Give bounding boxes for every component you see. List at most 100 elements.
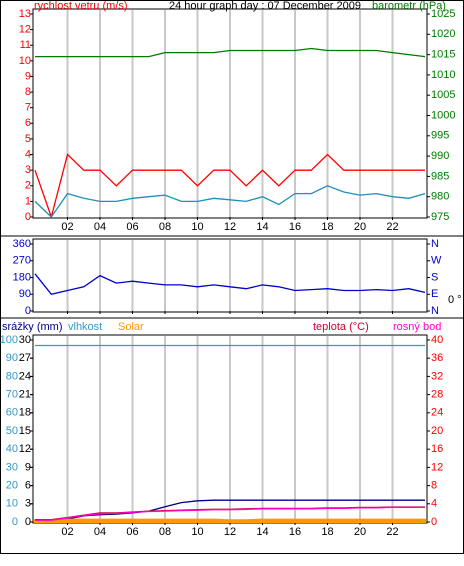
y-tick-label: 5 (25, 133, 31, 145)
x-tick-label: 02 (61, 221, 73, 233)
series-line (35, 47, 426, 58)
x-tick-label: 22 (386, 526, 398, 538)
y2-tick-label: 20 (431, 425, 443, 437)
y2-tick-label: 1010 (431, 69, 455, 81)
legend-label: vlhkost (68, 321, 102, 333)
y-tick-label: 10 (19, 55, 31, 67)
series-line (34, 185, 426, 218)
x-tick-label: 06 (126, 221, 138, 233)
series-line (35, 506, 425, 521)
x-tick-label: 06 (126, 526, 138, 538)
y2-tick-label: 975 (431, 211, 449, 223)
y-tick-label: 27 (19, 352, 31, 364)
y-tick-label: 9 (25, 70, 31, 82)
x-tick-label: 18 (321, 526, 333, 538)
y-tick-label: 6 (25, 480, 31, 492)
y2-tick-label: 36 (431, 352, 443, 364)
y3-tick-label: 80 (6, 370, 18, 382)
legend-label: srážky (mm) (2, 321, 63, 333)
y-tick-label: 4 (25, 148, 31, 160)
y2-tick-label: 980 (431, 191, 449, 203)
series-line (34, 153, 425, 220)
x-tick-label: 10 (191, 526, 203, 538)
y-tick-label: 15 (19, 425, 31, 437)
y3-tick-label: 30 (6, 461, 18, 473)
y2-tick-label: N (431, 238, 439, 250)
x-tick-label: 22 (386, 221, 398, 233)
area (34, 518, 426, 523)
y-tick-label: 18 (19, 407, 31, 419)
y2-tick-label: 0 (431, 516, 437, 528)
x-tick-label: 14 (256, 221, 268, 233)
y-tick-label: 12 (19, 443, 31, 455)
x-tick-label: 20 (354, 221, 366, 233)
series-line (35, 499, 425, 523)
y2-tick-label: S (431, 271, 438, 283)
legend-label: teplota (°C) (313, 321, 369, 333)
x-tick-label: 16 (289, 526, 301, 538)
y-tick-label: 3 (25, 164, 31, 176)
y-tick-label: 30 (19, 334, 31, 346)
y2-tick-label: W (431, 255, 442, 267)
y-tick-label: 180 (13, 271, 31, 283)
y3-tick-label: 10 (6, 498, 18, 510)
x-tick-label: 12 (224, 221, 236, 233)
y-tick-label: 8 (25, 86, 31, 98)
y3-tick-label: 50 (6, 425, 18, 437)
y-tick-label: 21 (19, 389, 31, 401)
y2-tick-label: 995 (431, 130, 449, 142)
y2-tick-label: 1005 (431, 89, 455, 101)
y2-tick-label: 32 (431, 370, 443, 382)
legend-label: rosný bod (393, 321, 441, 333)
y-tick-label: 3 (25, 498, 31, 510)
x-tick-label: 12 (224, 526, 236, 538)
y-tick-label: 24 (19, 370, 31, 382)
x-tick-label: 04 (94, 221, 106, 233)
annotation: 0 ° (448, 294, 462, 306)
x-tick-label: 02 (61, 526, 73, 538)
x-tick-label: 04 (94, 526, 106, 538)
y-tick-label: 360 (13, 238, 31, 250)
y3-tick-label: 20 (6, 480, 18, 492)
y3-tick-label: 60 (6, 407, 18, 419)
y2-tick-label: N (431, 305, 439, 317)
y2-tick-label: 16 (431, 443, 443, 455)
y2-tick-label: 985 (431, 170, 449, 182)
series-line (34, 273, 426, 296)
chart-title: 24 hour graph day : 07 December 2009 (169, 0, 361, 12)
legend-label: Solar (118, 321, 144, 333)
x-tick-label: 08 (159, 526, 171, 538)
y2-tick-label: 4 (431, 498, 437, 510)
y-tick-label: 270 (13, 255, 31, 267)
y-tick-label: 13 (19, 8, 31, 20)
y-tick-label: 2 (25, 180, 31, 192)
y-tick-label: 0 (25, 211, 31, 223)
x-tick-label: 10 (191, 221, 203, 233)
y2-tick-label: 8 (431, 480, 437, 492)
y3-tick-label: 70 (6, 389, 18, 401)
y2-axis-label: barometr (hPa) (372, 0, 446, 12)
y2-tick-label: 24 (431, 407, 443, 419)
x-tick-label: 18 (321, 221, 333, 233)
y-tick-label: 12 (19, 24, 31, 36)
y-tick-label: 0 (25, 516, 31, 528)
y2-tick-label: 28 (431, 389, 443, 401)
y-tick-label: 7 (25, 102, 31, 114)
y3-tick-label: 40 (6, 443, 18, 455)
y2-tick-label: 1020 (431, 28, 455, 40)
y2-tick-label: 40 (431, 334, 443, 346)
y-tick-label: 1 (25, 195, 31, 207)
y2-tick-label: 12 (431, 461, 443, 473)
y2-tick-label: 1015 (431, 49, 455, 61)
x-tick-label: 08 (159, 221, 171, 233)
y3-tick-label: 90 (6, 352, 18, 364)
y2-tick-label: 990 (431, 150, 449, 162)
x-tick-label: 14 (256, 526, 268, 538)
y2-tick-label: E (431, 288, 438, 300)
x-tick-label: 20 (354, 526, 366, 538)
y-tick-label: 90 (19, 288, 31, 300)
y2-tick-label: 1000 (431, 109, 455, 121)
y-tick-label: 9 (25, 461, 31, 473)
y-tick-label: 0 (25, 305, 31, 317)
